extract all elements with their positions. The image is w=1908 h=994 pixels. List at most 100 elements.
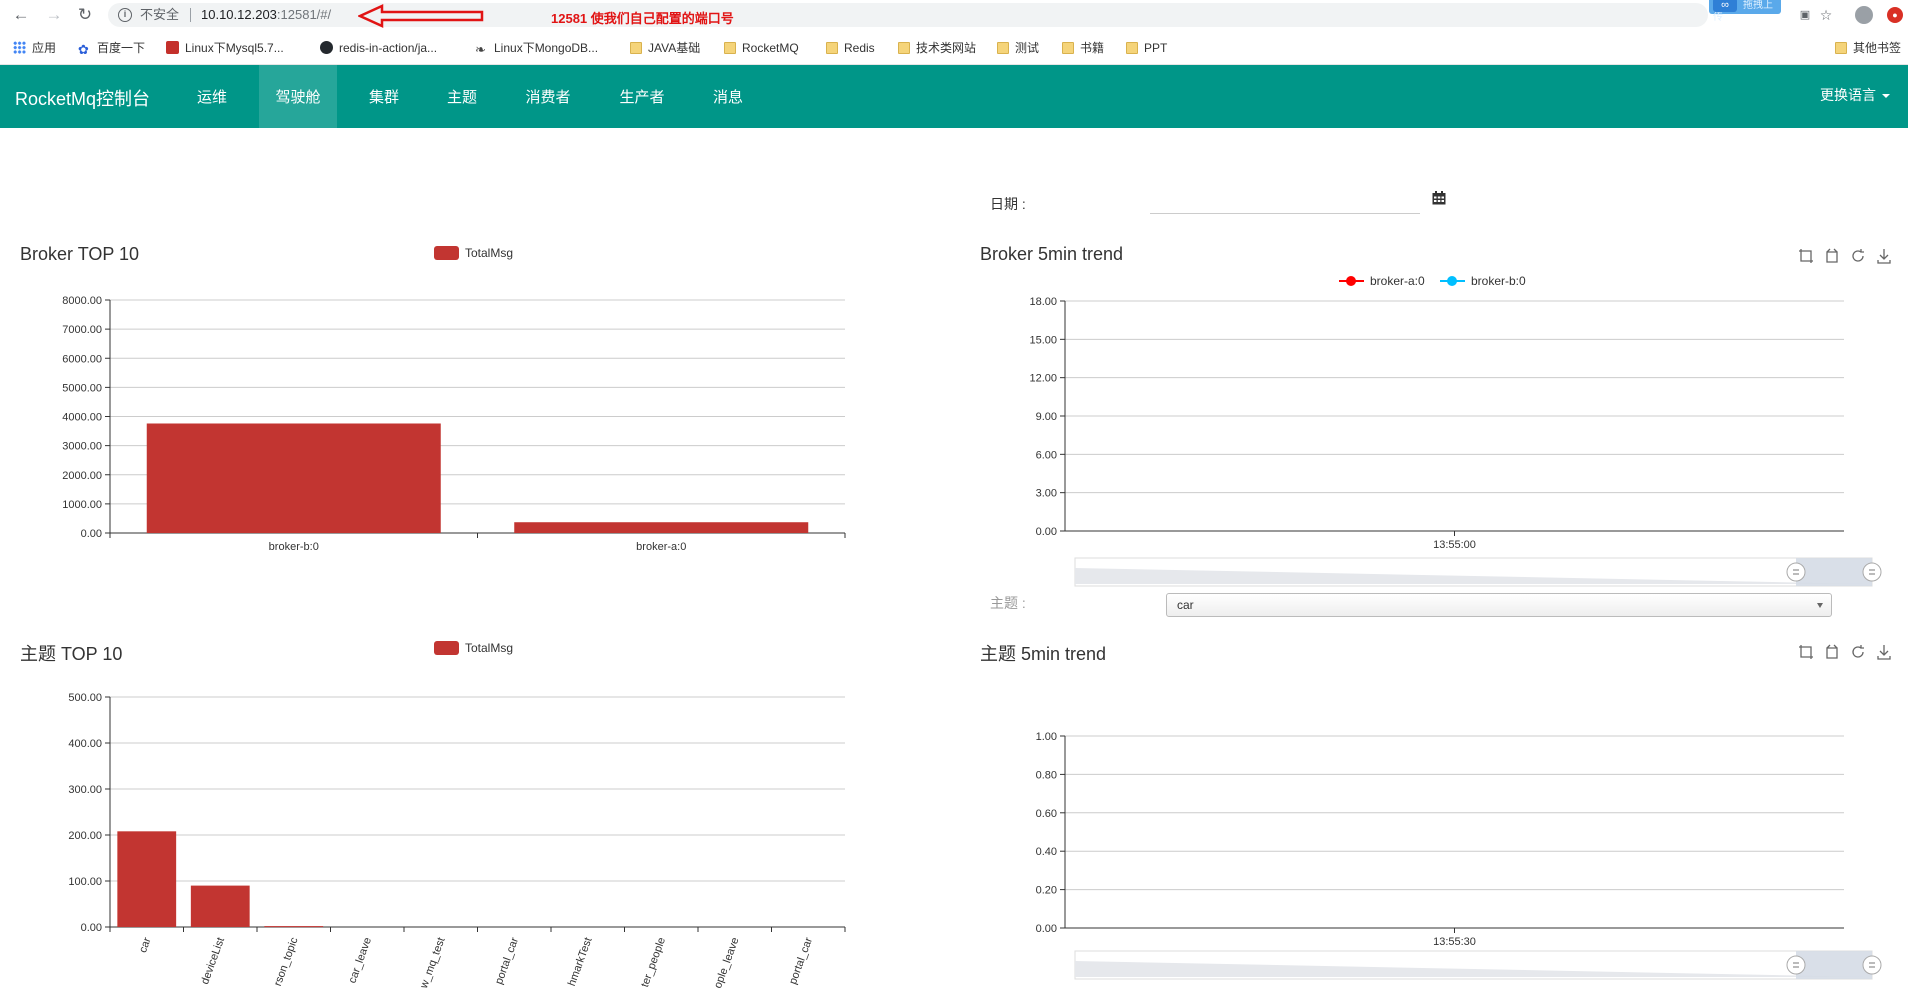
folder-icon [630, 42, 642, 54]
caret-down-icon [1882, 94, 1890, 98]
y-tick-label: 5000.00 [62, 382, 102, 394]
restore-icon[interactable] [1850, 644, 1866, 660]
zoom-reset-icon[interactable] [1824, 644, 1840, 660]
topic-select[interactable]: car [1166, 593, 1832, 617]
y-tick-label: 8000.00 [62, 295, 102, 307]
bookmark-folder-java[interactable]: JAVA基础 [630, 40, 700, 56]
datazoom-handle-left[interactable] [1786, 562, 1806, 582]
nav-item-consumer[interactable]: 消费者 [525, 89, 571, 106]
y-tick-label: 0.00 [1036, 526, 1057, 538]
x-tick-label: broker-b:0 [269, 541, 319, 553]
url-text[interactable]: 10.10.12.203:12581/#/ [201, 3, 331, 27]
y-tick-label: 1000.00 [62, 499, 102, 511]
bookmark-linux-mysql[interactable]: Linux下Mysql5.7... [166, 40, 284, 56]
datazoom-handle-right[interactable] [1862, 955, 1882, 975]
broker-5min-trend-title: Broker 5min trend [980, 244, 1124, 264]
broker-top10-title: Broker TOP 10 [20, 244, 140, 264]
nav-item-cluster[interactable]: 集群 [368, 89, 399, 106]
bookmark-redis-in-action[interactable]: redis-in-action/ja... [320, 40, 437, 56]
broker-top10-legend[interactable]: TotalMsg [434, 246, 513, 260]
x-tick-label: ople_leave [712, 936, 741, 990]
info-icon[interactable]: i [118, 8, 132, 22]
arrow-right-icon[interactable]: → [45, 5, 63, 24]
save-image-icon-path [1877, 249, 1891, 264]
restore-icon[interactable] [1850, 248, 1866, 264]
broker-trend-legend-a[interactable]: broker-a:0 [1339, 274, 1425, 288]
y-tick-label: 3.00 [1036, 488, 1057, 500]
language-dropdown[interactable]: 更换语言 [1820, 65, 1890, 128]
datazoom-shadow [1075, 568, 1872, 584]
zoom-icon[interactable] [1798, 644, 1814, 660]
baidu-paw-icon: ✿ [78, 42, 89, 57]
bookmark-folder-books[interactable]: 书籍 [1062, 40, 1104, 56]
folder-icon [997, 42, 1009, 54]
apps-grid-icon [13, 41, 26, 54]
y-tick-label: 2000.00 [62, 470, 102, 482]
bookmark-folder-redis[interactable]: Redis [826, 40, 875, 56]
zoom-reset-icon-path [1826, 644, 1838, 659]
y-tick-label: 500.00 [68, 692, 102, 704]
extension-red-icon[interactable]: ● [1887, 7, 1903, 23]
bookmark-linux-mongodb[interactable]: ❧ Linux下MongoDB... [475, 41, 599, 57]
calendar-icon[interactable] [1432, 191, 1446, 205]
y-tick-label: 9.00 [1036, 411, 1057, 423]
bookmark-folder-test[interactable]: 测试 [997, 40, 1039, 56]
y-tick-label: 0.00 [81, 528, 102, 540]
nav-item-dashboard[interactable]: 驾驶舱 [259, 65, 337, 128]
folder-icon [826, 42, 838, 54]
restore-icon-path [1852, 249, 1864, 262]
x-tick-label: 13:55:00 [1433, 539, 1476, 551]
reload-icon[interactable]: ↻ [77, 5, 93, 24]
y-tick-label: 18.00 [1029, 296, 1057, 308]
caret-down-icon [1817, 603, 1823, 608]
save-image-icon[interactable] [1876, 248, 1892, 264]
folder-icon [1126, 42, 1138, 54]
save-image-icon[interactable] [1876, 644, 1892, 660]
nav-item-ops[interactable]: 运维 [196, 89, 227, 106]
avatar[interactable] [1855, 6, 1873, 24]
cast-icon[interactable]: ▣ [1799, 9, 1811, 21]
zoom-icon-path [1799, 645, 1813, 659]
topic-top10-legend[interactable]: TotalMsg [434, 641, 513, 655]
nav-item-topic[interactable]: 主题 [446, 89, 477, 106]
x-tick-label: ter_people [639, 936, 668, 989]
bookmark-apps[interactable]: 应用 [13, 40, 56, 56]
arrow-left-icon[interactable]: ← [12, 5, 30, 24]
datazoom-window [1796, 951, 1872, 979]
url-omnibox[interactable]: i 不安全 10.10.12.203:12581/#/ [108, 3, 1708, 27]
date-input[interactable] [1150, 190, 1420, 214]
broker-trend-toolbox [1798, 248, 1894, 264]
y-tick-label: 0.40 [1036, 846, 1057, 858]
omnibox-divider [190, 8, 191, 22]
zoom-reset-icon[interactable] [1824, 248, 1840, 264]
datazoom-handle-right[interactable] [1862, 562, 1882, 582]
zoom-icon[interactable] [1798, 248, 1814, 264]
upload-extension-label: 拖拽上传 [1713, 0, 1773, 23]
y-tick-label: 3000.00 [62, 441, 102, 453]
y-tick-label: 12.00 [1029, 373, 1057, 385]
x-tick-label: hmarkTest [566, 936, 595, 988]
y-tick-label: 0.00 [81, 922, 102, 934]
broker-trend-legend-b[interactable]: broker-b:0 [1440, 274, 1526, 288]
bookmark-baidu[interactable]: ✿ 百度一下 [78, 41, 146, 57]
y-tick-label: 6000.00 [62, 353, 102, 365]
x-tick-label: deviceList [199, 936, 227, 986]
url-port-path: :12581/#/ [276, 7, 332, 22]
y-tick-label: 0.20 [1036, 885, 1057, 897]
nav-item-message[interactable]: 消息 [712, 89, 743, 106]
nav-item-producer[interactable]: 生产者 [619, 89, 665, 106]
y-tick-label: 200.00 [68, 830, 102, 842]
y-tick-label: 0.60 [1036, 808, 1057, 820]
datazoom-handle-left[interactable] [1786, 955, 1806, 975]
topic-label: 主题 : [990, 595, 1026, 611]
brand-title[interactable]: RocketMq控制台 [15, 89, 151, 109]
bookmark-folder-rocketmq[interactable]: RocketMQ [724, 40, 799, 56]
star-icon[interactable]: ☆ [1819, 7, 1833, 23]
url-host: 10.10.12.203 [201, 7, 277, 22]
bookmark-other-bookmarks[interactable]: 其他书签 [1835, 40, 1901, 56]
folder-icon [1062, 42, 1074, 54]
infinity-icon: ∞ [1713, 0, 1737, 12]
bookmark-folder-ppt[interactable]: PPT [1126, 40, 1167, 56]
bookmark-folder-tech-sites[interactable]: 技术类网站 [898, 40, 976, 56]
security-status[interactable]: 不安全 [140, 7, 180, 22]
